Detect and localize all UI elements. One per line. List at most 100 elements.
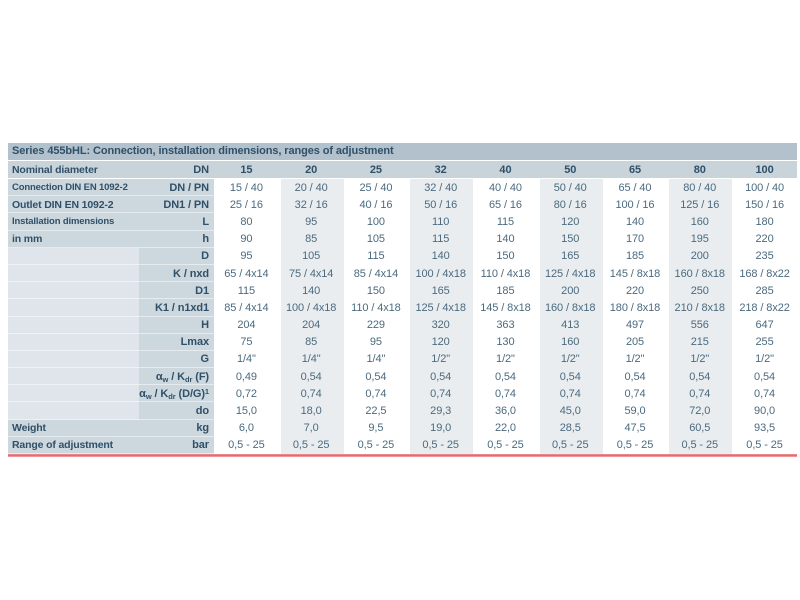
row-label-cell: Weight kg bbox=[8, 419, 214, 437]
value-cell: 32 / 40 bbox=[408, 179, 474, 197]
value-cell: 90,0 bbox=[732, 402, 797, 420]
value-cell: 168 / 8x22 bbox=[732, 264, 797, 283]
table-row: Lmax 75 85 95 120 130 160 205 215 255 bbox=[8, 333, 797, 351]
value-cell: 15,0 bbox=[214, 402, 279, 420]
accent-rule bbox=[8, 454, 797, 457]
row-label: in mm bbox=[12, 233, 43, 246]
row-label-cell: αw / Kdr (F) bbox=[8, 368, 214, 386]
table-row: G 1/4" 1/4" 1/4" 1/2" 1/2" 1/2" 1/2" 1/2" 1/2" bbox=[8, 350, 797, 369]
header-row-label-group: Nominal diameter DN bbox=[8, 161, 214, 179]
value-cell: 0,54 bbox=[408, 368, 474, 386]
row-label: Installation dimensions bbox=[12, 216, 115, 228]
row-label: Weight bbox=[12, 422, 46, 435]
value-cell: 285 bbox=[732, 282, 797, 300]
value-cell: 413 bbox=[537, 316, 603, 334]
value-cell: 85 / 4x14 bbox=[214, 299, 279, 317]
row-label-group: H bbox=[8, 316, 214, 334]
value-cell: 32 / 16 bbox=[278, 196, 344, 214]
row-symbol: Lmax bbox=[180, 336, 209, 349]
table-row: Range of adjustment bar 0,5 - 25 0,5 - 25 0,… bbox=[8, 436, 797, 454]
row-symbol: DN / PN bbox=[169, 181, 209, 194]
value-cell: 200 bbox=[537, 282, 603, 300]
row-symbol: do bbox=[195, 405, 209, 418]
value-cell: 65 / 4x14 bbox=[214, 264, 279, 283]
value-cell: 18,0 bbox=[278, 402, 344, 420]
value-cell: 125 / 16 bbox=[667, 196, 733, 214]
value-cell: 250 bbox=[667, 282, 733, 300]
value-cell: 140 bbox=[278, 282, 344, 300]
value-cell: 0,5 - 25 bbox=[732, 436, 797, 454]
value-cell: 0,74 bbox=[732, 385, 797, 403]
value-cell: 0,5 - 25 bbox=[473, 436, 538, 454]
value-cell: 0,74 bbox=[537, 385, 603, 403]
value-cell: 40 / 40 bbox=[473, 179, 538, 197]
value-cell: 0,74 bbox=[343, 385, 409, 403]
column-header-50: 50 bbox=[537, 161, 603, 179]
value-cell: 0,5 - 25 bbox=[667, 436, 733, 454]
value-cell: 0,74 bbox=[602, 385, 668, 403]
value-cell: 145 / 8x18 bbox=[473, 299, 538, 317]
value-cell: 100 / 4x18 bbox=[408, 264, 474, 283]
value-cell: 95 bbox=[343, 333, 409, 351]
row-label-group: Connection DIN EN 1092-2 DN / PN bbox=[8, 179, 214, 197]
value-cell: 0,54 bbox=[667, 368, 733, 386]
value-cell: 0,5 - 25 bbox=[343, 436, 409, 454]
value-cell: 100 bbox=[343, 213, 409, 231]
row-label-cell: K / nxd bbox=[8, 264, 214, 283]
value-cell: 9,5 bbox=[343, 419, 409, 437]
table-row: αw / Kdr (D/G)1 0,72 0,74 0,74 0,74 0,74 0,74 0… bbox=[8, 385, 797, 403]
value-cell: 0,5 - 25 bbox=[278, 436, 344, 454]
value-cell: 100 / 40 bbox=[732, 179, 797, 197]
value-cell: 65 / 40 bbox=[602, 179, 668, 197]
value-cell: 115 bbox=[343, 247, 409, 265]
value-cell: 215 bbox=[667, 333, 733, 351]
value-cell: 229 bbox=[343, 316, 409, 334]
column-header-32: 32 bbox=[408, 161, 474, 179]
row-symbol: αw / Kdr (F) bbox=[155, 370, 209, 384]
row-symbol: D1 bbox=[195, 284, 209, 297]
column-header-80: 80 bbox=[667, 161, 733, 179]
value-cell: 100 / 4x18 bbox=[278, 299, 344, 317]
row-label: Connection DIN EN 1092-2 bbox=[12, 182, 128, 194]
value-cell: 160 / 8x18 bbox=[537, 299, 603, 317]
value-cell: 110 / 4x18 bbox=[473, 264, 538, 283]
value-cell: 50 / 16 bbox=[408, 196, 474, 214]
value-cell: 1/4" bbox=[343, 350, 409, 369]
value-cell: 185 bbox=[473, 282, 538, 300]
column-header-25: 25 bbox=[343, 161, 409, 179]
value-cell: 145 / 8x18 bbox=[602, 264, 668, 283]
row-label-cell: Outlet DIN EN 1092-2 DN1 / PN bbox=[8, 196, 214, 214]
value-cell: 1/2" bbox=[537, 350, 603, 369]
column-header-20: 20 bbox=[278, 161, 344, 179]
value-cell: 80 bbox=[214, 213, 279, 231]
value-cell: 180 bbox=[732, 213, 797, 231]
value-cell: 0,54 bbox=[537, 368, 603, 386]
value-cell: 110 bbox=[408, 213, 474, 231]
value-cell: 0,5 - 25 bbox=[602, 436, 668, 454]
value-cell: 0,54 bbox=[732, 368, 797, 386]
table-row: Weight kg 6,0 7,0 9,5 19,0 22,0 28,5 47,5 60,5 93,… bbox=[8, 419, 797, 437]
value-cell: 1/2" bbox=[667, 350, 733, 369]
value-cell: 140 bbox=[408, 247, 474, 265]
value-cell: 115 bbox=[214, 282, 279, 300]
row-label-group: Outlet DIN EN 1092-2 DN1 / PN bbox=[8, 196, 214, 214]
header-row-label-cell: Nominal diameter DN bbox=[8, 161, 214, 179]
value-cell: 1/2" bbox=[473, 350, 538, 369]
row-label-cell: Range of adjustment bar bbox=[8, 436, 214, 454]
value-cell: 210 / 8x18 bbox=[667, 299, 733, 317]
value-cell: 0,74 bbox=[667, 385, 733, 403]
value-cell: 85 / 4x14 bbox=[343, 264, 409, 283]
value-cell: 115 bbox=[473, 213, 538, 231]
value-cell: 115 bbox=[408, 230, 474, 248]
row-symbol: L bbox=[202, 215, 209, 228]
column-header-15: 15 bbox=[214, 161, 279, 179]
value-cell: 90 bbox=[214, 230, 279, 248]
table-row: D1 115 140 150 165 185 200 220 250 285 bbox=[8, 282, 797, 300]
value-cell: 204 bbox=[214, 316, 279, 334]
value-cell: 19,0 bbox=[408, 419, 474, 437]
value-cell: 1/4" bbox=[214, 350, 279, 369]
value-cell: 255 bbox=[732, 333, 797, 351]
value-cell: 105 bbox=[278, 247, 344, 265]
value-cell: 20 / 40 bbox=[278, 179, 344, 197]
value-cell: 165 bbox=[408, 282, 474, 300]
